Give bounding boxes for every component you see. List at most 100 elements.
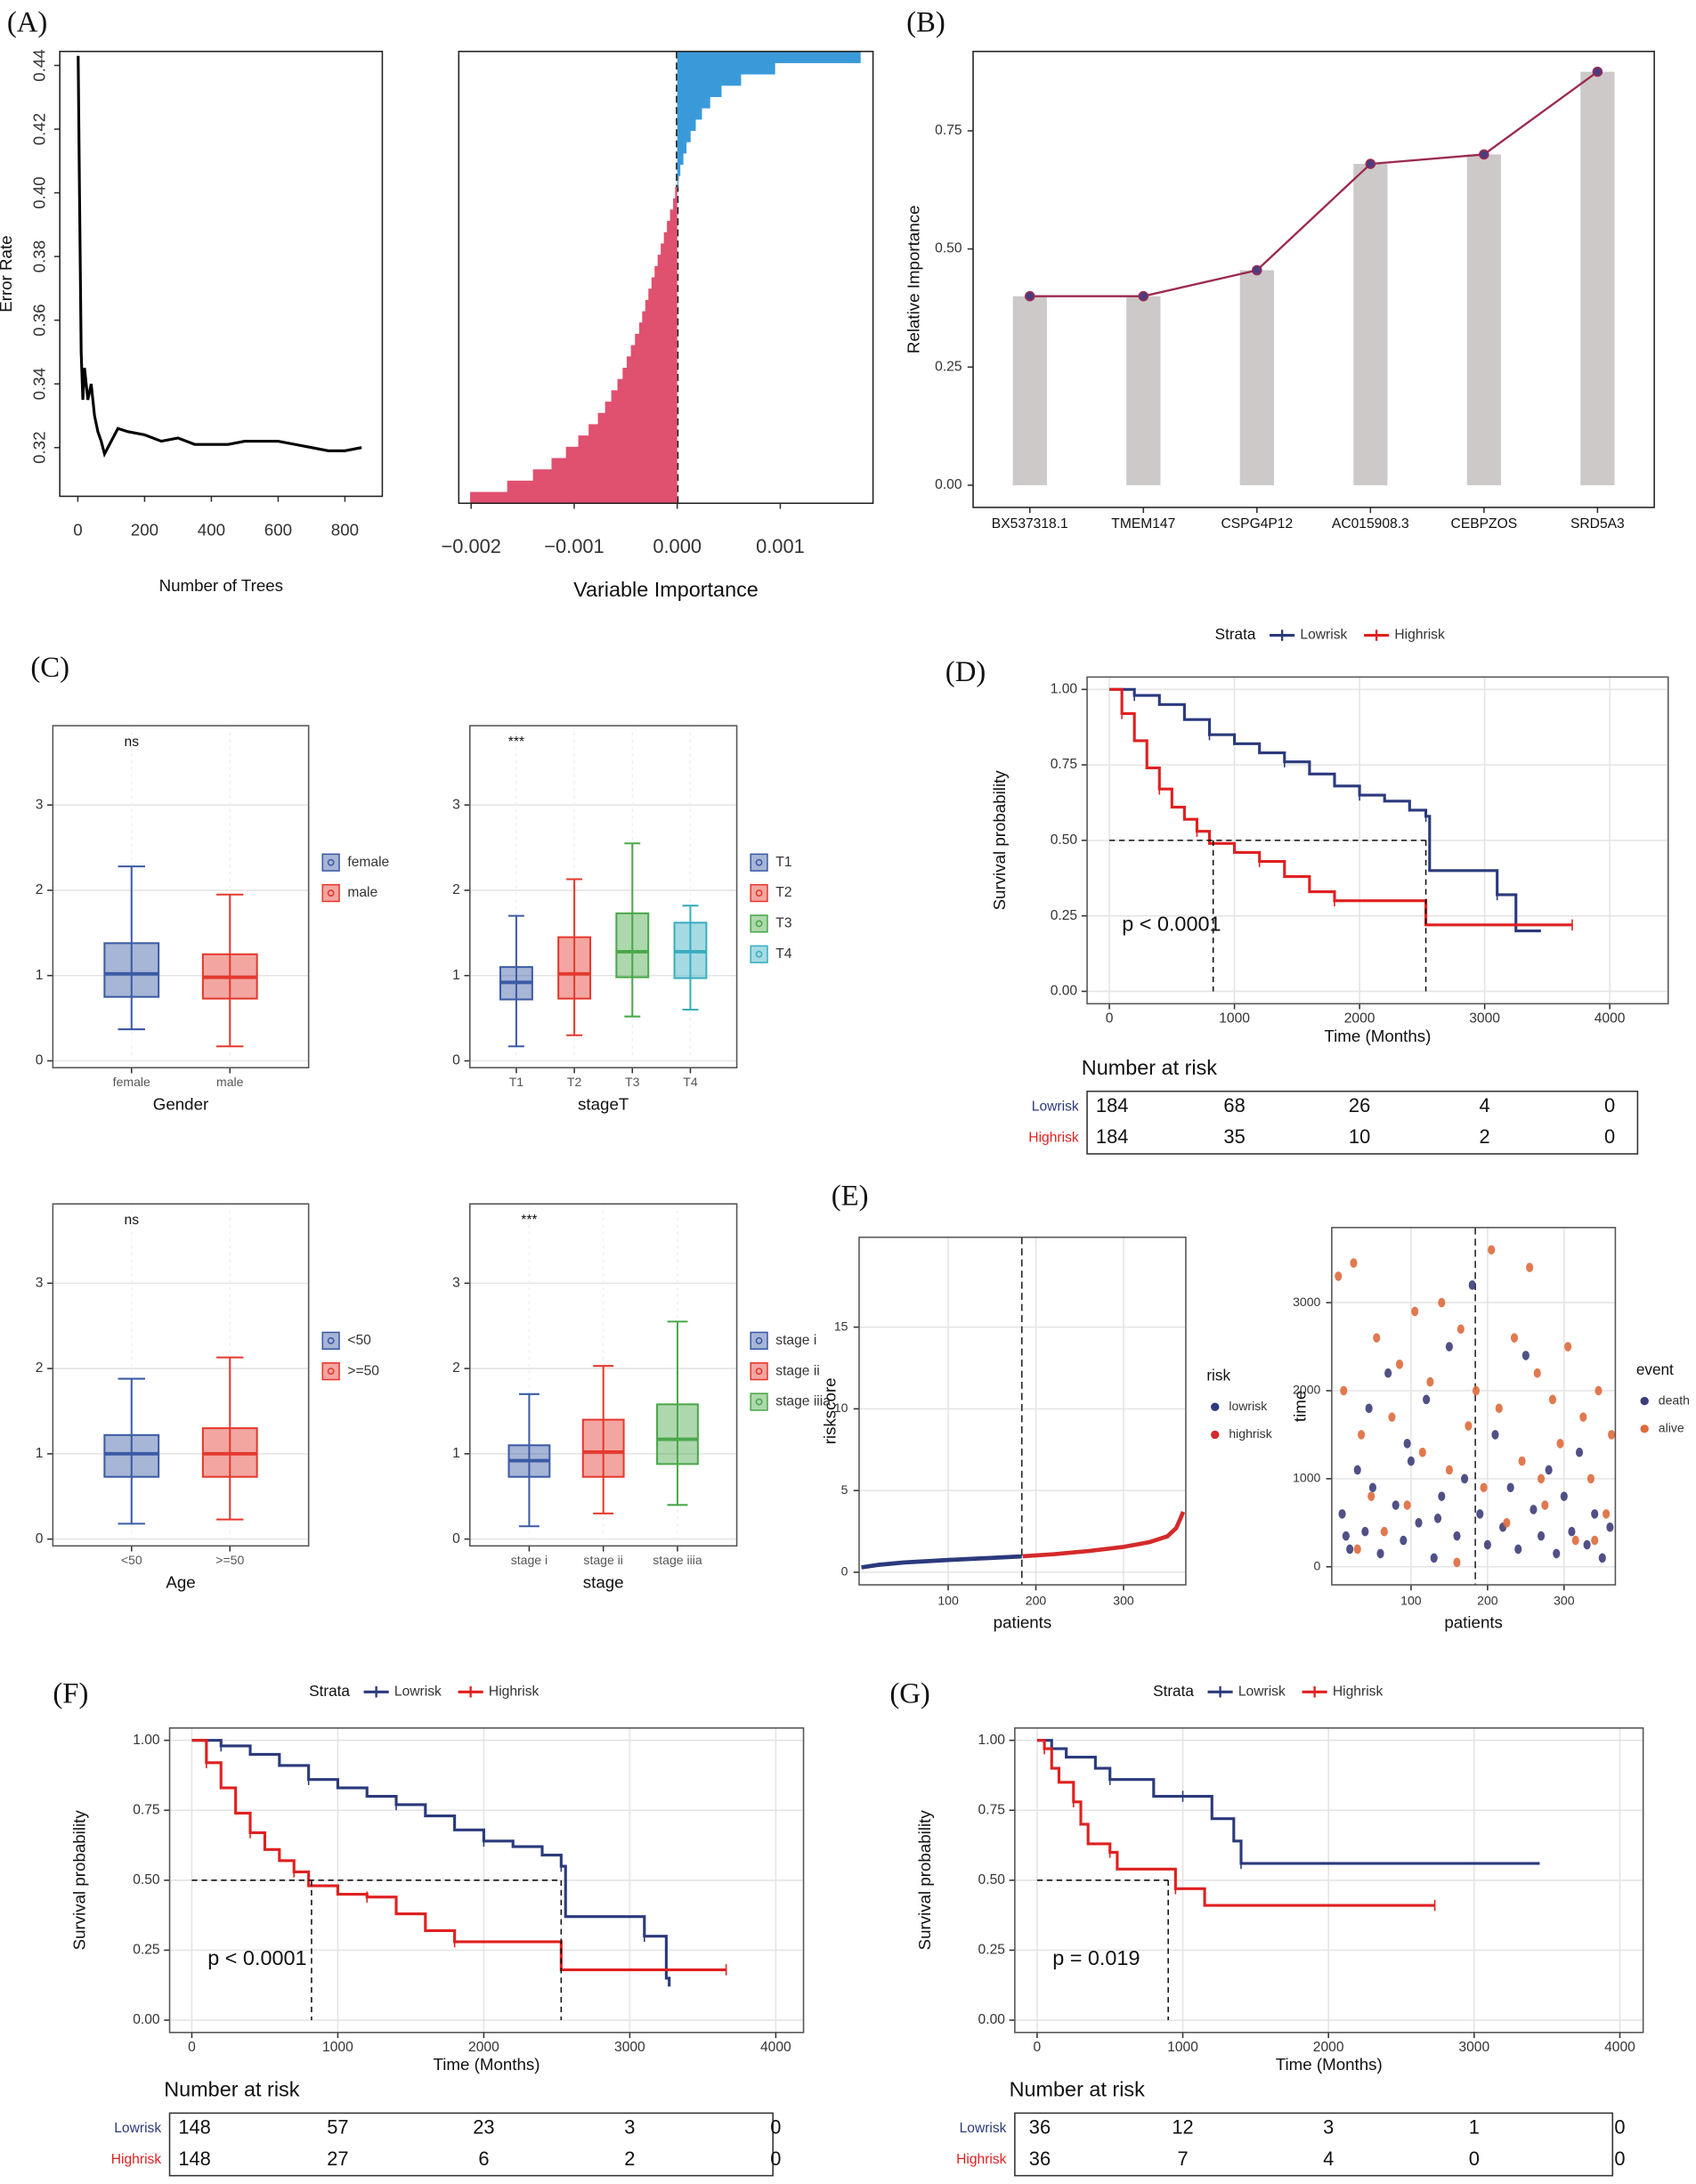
x-tick-label: 200	[1026, 1593, 1047, 1607]
x-tick-label: 0.001	[756, 535, 805, 557]
y-tick-label: 0.75	[1051, 757, 1078, 772]
annotation: ns	[125, 735, 140, 750]
legend-marker	[755, 950, 763, 958]
legend-label: T1	[775, 855, 791, 870]
legend-marker	[750, 914, 768, 933]
bar	[651, 277, 678, 289]
bar	[654, 265, 678, 278]
bar	[1126, 296, 1161, 485]
legend-label: Lowrisk	[1238, 1684, 1286, 1699]
legend-marker	[327, 1368, 335, 1376]
risk-count: 7	[1177, 2147, 1188, 2170]
y-tick-label: 1.00	[1051, 681, 1078, 696]
bar	[1580, 71, 1615, 485]
bar	[1012, 296, 1047, 485]
risk-table-title: Number at risk	[164, 2078, 299, 2101]
bar	[597, 412, 678, 425]
point	[1438, 1297, 1446, 1308]
point	[1361, 1526, 1369, 1537]
x-tick-label: 4000	[760, 2040, 791, 2055]
risk-count: 2	[1480, 1125, 1490, 1148]
x-tick-label: T4	[683, 1075, 698, 1089]
legend-label: T2	[775, 885, 791, 900]
y-tick-label: 0.32	[29, 431, 48, 463]
plot-frame	[469, 725, 738, 1068]
x-tick-label: 400	[198, 520, 225, 539]
data-line	[1022, 1511, 1186, 1559]
risk-count: 0	[1614, 2147, 1625, 2170]
legend-marker	[750, 883, 768, 903]
annotation: ***	[521, 1213, 537, 1228]
point	[1518, 1456, 1526, 1466]
x-tick-label: 100	[1400, 1593, 1422, 1607]
x-tick-label: 1000	[1219, 1011, 1250, 1027]
risk-count: 26	[1349, 1094, 1370, 1116]
y-tick-label: 0.75	[978, 1802, 1006, 1817]
point	[1480, 1482, 1488, 1493]
legend-marker	[755, 920, 763, 928]
point	[1453, 1557, 1461, 1568]
x-tick-label: 0.000	[653, 535, 702, 557]
y-tick-label: 0.50	[935, 241, 962, 256]
box	[656, 1403, 699, 1465]
point	[1368, 1482, 1377, 1493]
y-tick-label: 3	[452, 1275, 460, 1290]
legend-label: T3	[775, 916, 791, 931]
x-tick-label: −0.001	[544, 535, 604, 557]
x-tick-label: T1	[509, 1075, 524, 1089]
point	[1418, 1447, 1426, 1457]
y-tick-label: 0	[452, 1531, 460, 1547]
legend-label: Lowrisk	[394, 1684, 442, 1699]
x-tick-label: 300	[1113, 1593, 1134, 1607]
point	[1598, 1553, 1606, 1563]
y-tick-label: 0.36	[29, 304, 48, 336]
x-tick-label: CEBPZOS	[1451, 516, 1518, 532]
risk-count: 0	[1469, 2147, 1480, 2170]
x-tick-label: stage ii	[583, 1553, 623, 1567]
y-tick-label: 0	[452, 1053, 460, 1068]
x-axis-label: patients	[1444, 1613, 1503, 1632]
bar	[673, 198, 678, 210]
point	[1476, 1509, 1484, 1519]
legend-title: event	[1636, 1360, 1674, 1378]
point	[1575, 1447, 1584, 1457]
point	[1403, 1500, 1411, 1510]
x-tick-label: T3	[625, 1075, 640, 1089]
risk-count: 57	[327, 2116, 348, 2139]
legend-label: death	[1659, 1392, 1690, 1407]
y-tick-label: 0.42	[29, 113, 48, 145]
bar	[551, 458, 678, 470]
risk-count: 0	[770, 2116, 781, 2139]
bar	[1239, 270, 1274, 485]
plot-frame	[469, 1203, 738, 1547]
bar	[663, 231, 678, 244]
y-tick-label: 1	[452, 968, 460, 983]
risk-count: 6	[478, 2147, 489, 2170]
risk-count: 184	[1096, 1094, 1128, 1116]
risk-count: 68	[1223, 1094, 1245, 1116]
point	[1453, 1530, 1461, 1541]
point	[1591, 1535, 1599, 1546]
point	[1380, 1526, 1388, 1537]
risk-table-frame	[1014, 2112, 1614, 2177]
x-tick-label: BX537318.1	[992, 516, 1068, 532]
plot-frame	[1331, 1226, 1617, 1586]
legend-label: T4	[775, 946, 792, 962]
point	[1553, 1548, 1561, 1559]
annotation: ***	[508, 735, 524, 750]
y-tick-label: 3	[36, 1275, 44, 1290]
legend-marker	[1211, 1402, 1220, 1411]
y-tick-label: 2	[36, 1360, 44, 1376]
y-tick-label: 0.00	[935, 477, 962, 492]
y-tick-label: 0.25	[935, 359, 962, 374]
bar	[635, 333, 678, 346]
data-line	[1029, 70, 1599, 297]
bar	[642, 311, 678, 323]
bar	[588, 424, 678, 436]
risk-count: 3	[624, 2116, 635, 2139]
bar	[677, 118, 696, 132]
bar	[677, 130, 691, 142]
legend-label: Highrisk	[1394, 628, 1445, 643]
point	[1353, 1465, 1361, 1475]
risk-count: 4	[1480, 1094, 1490, 1116]
